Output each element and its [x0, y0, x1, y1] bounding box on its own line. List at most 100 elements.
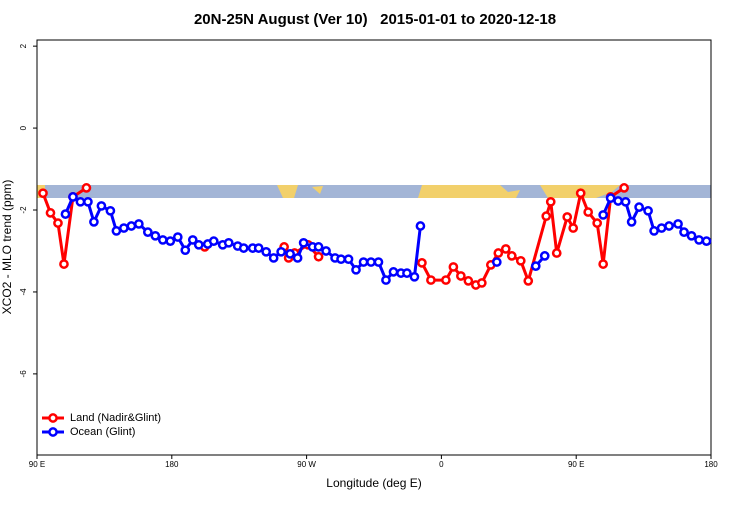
data-point [313, 251, 324, 262]
data-point [568, 223, 579, 233]
data-point [679, 227, 689, 237]
data-point [38, 188, 48, 199]
data-point [150, 230, 161, 241]
data-point [53, 218, 63, 228]
data-point [59, 259, 69, 269]
data-point [292, 253, 303, 263]
x-tick-label: 90 E [568, 460, 584, 469]
data-point [598, 259, 609, 269]
y-axis-label: XCO2 - MLO trend (ppm) [0, 180, 14, 315]
data-point [701, 236, 712, 247]
legend-swatch-point [48, 427, 58, 437]
data-point [476, 278, 487, 288]
data-point [208, 236, 219, 247]
data-point [180, 245, 191, 256]
data-point [313, 242, 324, 252]
data-point [268, 253, 279, 263]
y-tick-label: 0 [19, 125, 28, 130]
data-point [506, 251, 517, 261]
chart-title: 20N-25N August (Ver 10) 2015-01-01 to 20… [194, 11, 556, 28]
x-tick-label: 90 W [297, 460, 316, 469]
data-point [285, 248, 295, 259]
data-point [105, 205, 116, 216]
data-point [562, 212, 573, 222]
data-point [253, 243, 264, 253]
series [60, 192, 712, 285]
data-point [381, 275, 391, 285]
y-tick-label: -6 [19, 370, 28, 378]
data-point [321, 246, 331, 256]
data-point [493, 248, 504, 258]
data-point [276, 246, 286, 257]
data-point [336, 254, 346, 265]
data-point [358, 257, 369, 267]
data-point [575, 188, 586, 199]
legend-swatch-point [48, 413, 58, 423]
data-point [388, 267, 399, 277]
data-point [649, 226, 659, 236]
data-point [664, 221, 674, 231]
data-point [81, 183, 92, 193]
data-point [111, 226, 122, 236]
x-tick-label: 90 E [29, 460, 45, 469]
data-point [119, 223, 129, 233]
data-point [673, 219, 683, 229]
data-point [541, 211, 552, 222]
data-point [351, 264, 361, 275]
data-point [343, 254, 354, 265]
legend-label: Land (Nadir&Glint) [70, 412, 161, 424]
plot-frame [36, 39, 712, 456]
land-patch [418, 185, 520, 198]
data-point [463, 276, 474, 286]
land-patch [277, 185, 298, 198]
data-point [96, 201, 107, 211]
data-point [626, 217, 637, 227]
data-point [366, 257, 376, 267]
x-tick-label: 180 [165, 460, 179, 469]
data-point [634, 202, 644, 212]
y-tick-label: 2 [19, 43, 28, 48]
data-point [592, 218, 603, 228]
data-point [60, 209, 71, 219]
map-strip [37, 185, 711, 198]
data-point [157, 235, 168, 245]
data-point [187, 235, 198, 245]
data-point [551, 248, 562, 258]
data-point [426, 275, 436, 285]
data-point [441, 275, 451, 285]
data-point [656, 223, 667, 233]
data-point [89, 217, 99, 227]
data-point [75, 196, 86, 207]
data-point [223, 237, 234, 248]
data-point [373, 257, 384, 267]
data-point [500, 244, 511, 254]
y-tick-label: -2 [19, 206, 28, 214]
data-point [68, 192, 78, 202]
data-point [620, 196, 631, 207]
data-point [133, 219, 144, 229]
data-point [142, 227, 153, 237]
data-point [605, 193, 616, 203]
data-point [598, 210, 609, 220]
data-point [172, 232, 183, 242]
data-point [83, 196, 93, 207]
x-axis-label: Longitude (deg E) [326, 476, 421, 490]
data-point [261, 246, 272, 257]
data-point [619, 183, 629, 193]
data-point [613, 196, 623, 206]
data-point [402, 268, 412, 278]
data-point [515, 255, 526, 266]
data-point [126, 221, 137, 231]
data-point [539, 251, 550, 261]
data-point [415, 221, 426, 231]
data-point [45, 208, 56, 218]
data-point [686, 230, 697, 241]
land-patch [312, 186, 323, 194]
data-point [298, 237, 309, 248]
data-point [448, 262, 459, 272]
data-point [193, 239, 204, 250]
data-point [409, 271, 420, 282]
x-tick-label: 180 [704, 460, 718, 469]
